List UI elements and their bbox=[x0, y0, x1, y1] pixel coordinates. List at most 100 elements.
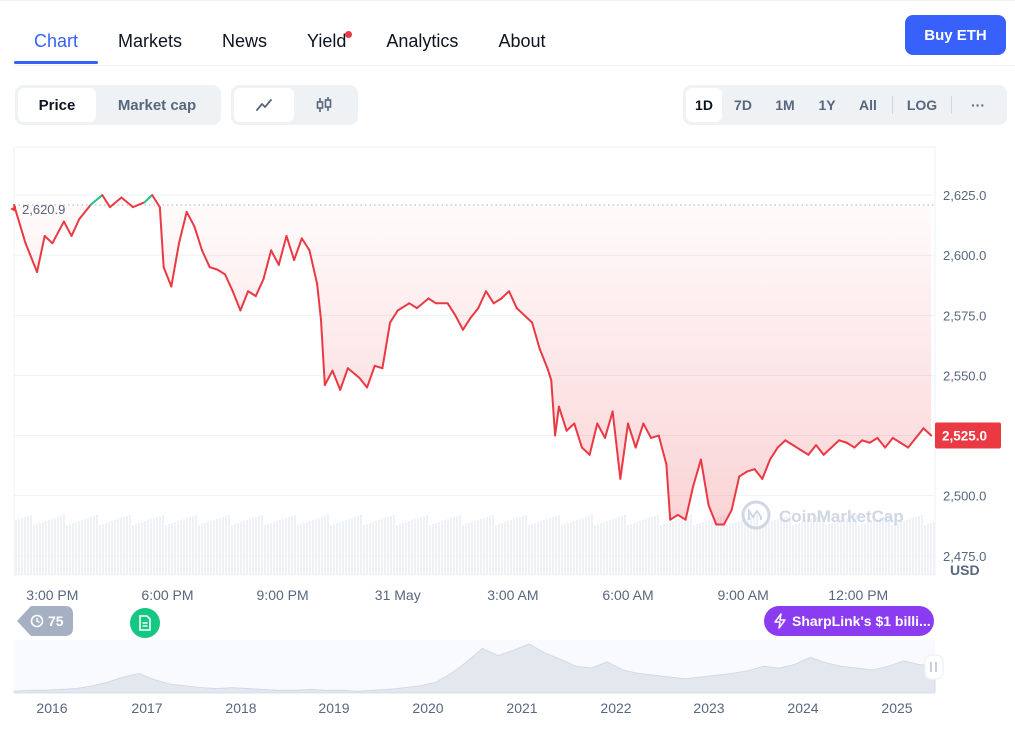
price-line-segment bbox=[523, 314, 534, 324]
price-line-segment bbox=[381, 321, 392, 370]
volume-bar bbox=[99, 525, 101, 575]
price-line-segment bbox=[300, 237, 311, 252]
currency-label: USD bbox=[950, 562, 980, 578]
volume-bar bbox=[324, 516, 326, 575]
volume-bar bbox=[804, 521, 806, 575]
tab-about-label: About bbox=[498, 31, 546, 51]
log-scale-toggle[interactable]: LOG bbox=[906, 97, 938, 113]
range-1y-option[interactable]: 1Y bbox=[818, 97, 836, 113]
volume-bar bbox=[114, 520, 116, 575]
price-chart[interactable]: 2,625.0 2,600.0 2,575.0 2,550.0 2,525.0 2,500… bbox=[0, 140, 1015, 730]
price-line-segment bbox=[669, 513, 679, 521]
line-chart-option[interactable] bbox=[234, 88, 294, 122]
price-line-segment bbox=[753, 468, 764, 480]
volume-bar bbox=[39, 523, 41, 575]
volume-bar bbox=[708, 520, 710, 575]
tab-about[interactable]: About bbox=[478, 20, 565, 64]
price-line-segment bbox=[24, 242, 39, 274]
volume-bar bbox=[156, 517, 158, 575]
volume-bar bbox=[132, 525, 134, 575]
volume-bar bbox=[48, 520, 50, 575]
volume-bar bbox=[579, 519, 581, 575]
tab-news[interactable]: News bbox=[202, 20, 287, 64]
price-line-segment bbox=[554, 405, 560, 437]
price-line-segment bbox=[550, 379, 557, 437]
price-line-segment bbox=[89, 194, 104, 206]
price-line-segment bbox=[722, 509, 733, 526]
volume-bar bbox=[429, 525, 431, 575]
range-all-option[interactable]: All bbox=[859, 97, 877, 113]
volume-bar bbox=[525, 515, 527, 575]
candlestick-chart-option[interactable] bbox=[294, 88, 354, 122]
volume-bar bbox=[468, 523, 470, 575]
volume-bar bbox=[774, 520, 776, 575]
volume-bar bbox=[15, 520, 17, 575]
range-7d-option[interactable]: 7D bbox=[734, 97, 752, 113]
volume-bar bbox=[69, 524, 71, 575]
volume-bar bbox=[789, 515, 791, 575]
volume-bar bbox=[21, 518, 23, 575]
volume-bar bbox=[705, 521, 707, 575]
price-line-segment bbox=[454, 314, 464, 331]
price-line-segment bbox=[619, 422, 629, 480]
volume-bar bbox=[450, 518, 452, 575]
y-tick-label: 2,500.0 bbox=[943, 489, 986, 504]
price-line-segment bbox=[101, 194, 111, 209]
overview-navigator[interactable] bbox=[13, 640, 936, 694]
volume-bar bbox=[735, 522, 737, 575]
history-badge[interactable]: 75 bbox=[17, 606, 73, 636]
volume-bar bbox=[651, 517, 653, 575]
volume-bar bbox=[693, 525, 695, 575]
range-1d-option[interactable]: 1D bbox=[686, 88, 722, 122]
x-tick-label: 6:00 PM bbox=[141, 587, 193, 603]
tab-analytics[interactable]: Analytics bbox=[366, 20, 478, 64]
buy-eth-button[interactable]: Buy ETH bbox=[905, 15, 1006, 55]
volume-bar bbox=[600, 523, 602, 575]
volume-bar bbox=[150, 519, 152, 575]
navigator-handle[interactable] bbox=[924, 654, 944, 680]
volume-bar bbox=[261, 515, 263, 575]
volume-bar bbox=[681, 518, 683, 575]
tab-yield[interactable]: Yield bbox=[287, 20, 366, 64]
volume-bar bbox=[513, 519, 515, 575]
volume-bar bbox=[84, 519, 86, 575]
volume-bar bbox=[762, 524, 764, 575]
market-cap-toggle-option[interactable]: Market cap bbox=[117, 96, 197, 114]
volume-bar bbox=[105, 523, 107, 575]
volume-bar bbox=[249, 519, 251, 575]
navigator-handle-grip[interactable] bbox=[924, 654, 944, 680]
volume-bar bbox=[330, 525, 332, 575]
price-line-segment bbox=[247, 290, 257, 298]
volume-bar bbox=[96, 515, 98, 575]
volume-bar bbox=[57, 517, 59, 575]
range-1m-option[interactable]: 1M bbox=[775, 97, 795, 113]
volume-bar bbox=[714, 518, 716, 575]
volume-bar bbox=[462, 525, 464, 575]
volume-bar bbox=[123, 517, 125, 575]
tab-chart[interactable]: Chart bbox=[14, 20, 99, 64]
volume-bar bbox=[552, 517, 554, 575]
volume-bar bbox=[18, 519, 20, 575]
volume-bar bbox=[912, 518, 914, 575]
volume-bar bbox=[801, 522, 803, 575]
price-line-segment bbox=[62, 220, 73, 237]
volume-bar bbox=[777, 519, 779, 575]
price-line-segment bbox=[143, 194, 154, 204]
tab-markets[interactable]: Markets bbox=[98, 20, 202, 64]
price-line-segment bbox=[845, 441, 856, 449]
volume-bar bbox=[771, 521, 773, 575]
volume-bar bbox=[153, 518, 155, 575]
more-options-button[interactable]: ··· bbox=[971, 97, 985, 113]
volume-bar bbox=[108, 522, 110, 575]
volume-bar bbox=[549, 518, 551, 575]
open-price-label: 2,620.9 bbox=[22, 202, 65, 217]
volume-bar bbox=[477, 520, 479, 575]
volume-bar bbox=[144, 521, 146, 575]
price-toggle-option[interactable]: Price bbox=[18, 88, 96, 122]
volume-bar bbox=[372, 522, 374, 575]
volume-bar bbox=[489, 516, 491, 575]
event-badge[interactable]: SharpLink's $1 billi... bbox=[764, 606, 934, 636]
volume-bar bbox=[633, 523, 635, 575]
clock-hands-icon bbox=[36, 618, 40, 624]
news-badge[interactable] bbox=[130, 608, 160, 638]
